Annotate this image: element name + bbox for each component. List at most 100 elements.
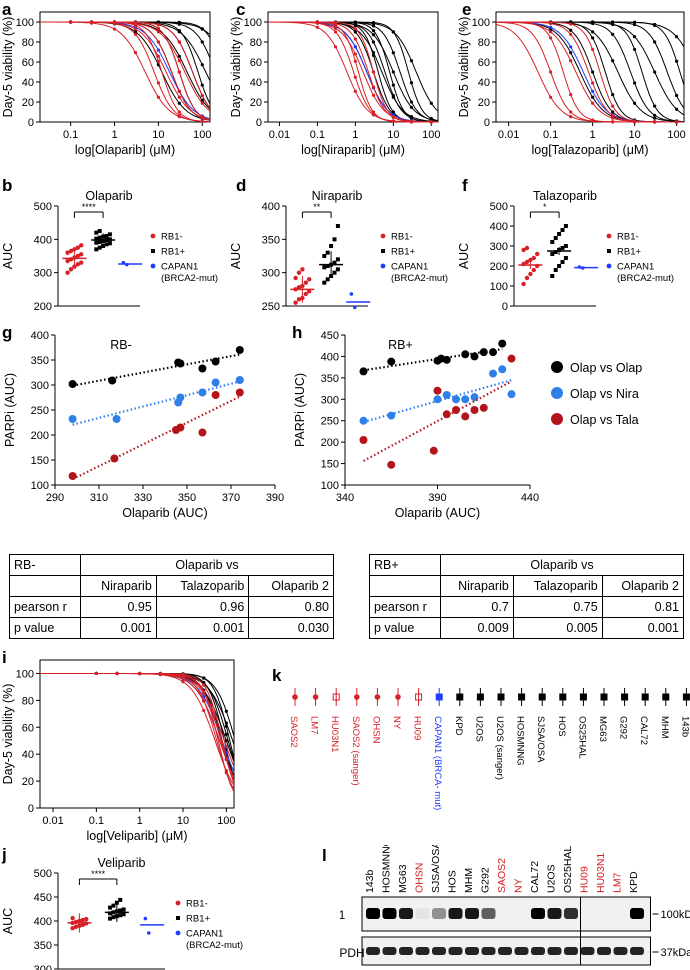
dose-point-black <box>633 35 637 39</box>
sample-label: U2OS (sanger) <box>494 716 505 780</box>
lollipop-head <box>456 693 464 701</box>
data-point <box>470 352 479 361</box>
dose-point-black <box>633 81 637 85</box>
dose-point-black <box>653 70 657 74</box>
dose-point-black <box>177 101 181 105</box>
data-point <box>387 411 396 420</box>
dose-point-red <box>653 120 657 124</box>
dose-point-black <box>611 92 615 97</box>
data-point <box>198 388 207 397</box>
sample-label: LM7 <box>309 716 320 734</box>
data-point <box>146 931 151 935</box>
y-tick-label: 100 <box>244 17 262 29</box>
data-square <box>104 242 109 247</box>
table-row-label: pearson r <box>369 596 441 618</box>
dose-point-black <box>200 27 204 31</box>
y-tick-label: 200 <box>34 301 52 313</box>
y-tick-label: 300 <box>490 241 508 253</box>
x-tick-label: 100 <box>193 129 211 141</box>
data-point <box>507 354 516 363</box>
y-tick-label: 500 <box>34 201 52 213</box>
y-tick-label: 350 <box>321 373 339 385</box>
data-point <box>70 926 75 931</box>
data-square <box>97 240 102 244</box>
dose-point-black <box>653 116 657 120</box>
dose-point-black <box>611 59 615 63</box>
y-axis-label: PARPi (AUC) <box>3 373 17 447</box>
dose-point-black <box>371 21 376 26</box>
sample-label: U2OS <box>473 716 484 742</box>
dose-point-black <box>391 70 395 74</box>
legend-marker <box>606 263 612 269</box>
dose-point-blue <box>591 89 595 93</box>
dose-point-black <box>391 30 395 34</box>
data-square <box>325 264 330 268</box>
table-row-label: pearson r <box>9 596 81 618</box>
y-tick-label: 150 <box>31 455 49 467</box>
y-tick-label: 150 <box>321 459 339 471</box>
data-point <box>79 252 84 257</box>
chart-title: Veliparib <box>98 856 146 870</box>
data-square <box>118 897 123 902</box>
legend-marker <box>380 263 386 269</box>
dose-point-blue <box>353 45 357 49</box>
panel-label-a: a <box>2 0 12 19</box>
data-square <box>108 905 113 910</box>
dose-point-black <box>371 51 376 55</box>
rb1-band <box>531 908 545 919</box>
data-square <box>94 230 99 235</box>
rb1-band <box>448 908 463 919</box>
dose-point-red <box>224 771 228 775</box>
lane-label: MG63 <box>397 864 409 893</box>
dose-point-red <box>115 671 119 676</box>
data-square <box>560 228 565 232</box>
data-square <box>94 236 99 241</box>
table-cell: 0.7 <box>440 596 514 618</box>
x-tick-label: 370 <box>222 492 240 504</box>
y-tick-label: 350 <box>262 234 280 246</box>
data-point <box>498 365 507 374</box>
dose-point-red <box>315 25 320 29</box>
y-tick-label: 80 <box>478 37 490 49</box>
data-point <box>387 357 396 366</box>
dose-point-black <box>371 33 376 37</box>
data-point <box>176 359 185 368</box>
data-point <box>442 391 451 399</box>
legend-label: RB1+ <box>161 247 185 258</box>
y-tick-label: 60 <box>22 722 34 734</box>
legend-label: RB1+ <box>186 914 210 925</box>
dose-point-red <box>611 113 615 117</box>
dose-point-red <box>156 30 161 34</box>
gapdh-band <box>498 947 512 955</box>
y-tick-label: 80 <box>22 695 34 707</box>
size-label: 37kDa <box>661 947 690 959</box>
dose-point-red <box>133 32 138 36</box>
talazoparib-auc-scatter: 0 100 200 300 400 500 AUC Talazoparib* RB1- RB1+ C… <box>457 189 674 313</box>
data-point <box>198 364 207 373</box>
data-square <box>335 267 340 272</box>
dose-curve-red <box>40 21 211 109</box>
dose-point-red <box>569 115 573 119</box>
y-tick-label: 200 <box>31 430 49 442</box>
data-point <box>75 245 81 250</box>
talazoparib-dose-response-chart: 0 20 40 60 80 100 0.01 0.1 1 10 100 log[Talazoparib… <box>457 11 686 157</box>
panel-label-g: g <box>2 323 13 342</box>
data-square <box>560 260 565 264</box>
legend-marker <box>606 233 612 239</box>
data-point <box>235 346 244 354</box>
chart-title: Olaparib <box>85 189 132 203</box>
lollipop-head <box>435 693 443 701</box>
dose-point-blue <box>156 48 161 52</box>
dose-point-red <box>675 120 679 124</box>
data-square <box>111 915 116 920</box>
data-point <box>433 386 442 395</box>
dose-point-red <box>177 110 181 114</box>
chart-title: RB- <box>110 338 132 352</box>
data-square <box>97 229 102 233</box>
y-tick-label: 400 <box>262 201 280 213</box>
data-square <box>563 256 568 260</box>
dose-point-red <box>333 45 338 49</box>
lane-label: HU03N1 <box>595 853 607 893</box>
trendline <box>363 347 503 372</box>
plot-frame <box>495 11 685 123</box>
